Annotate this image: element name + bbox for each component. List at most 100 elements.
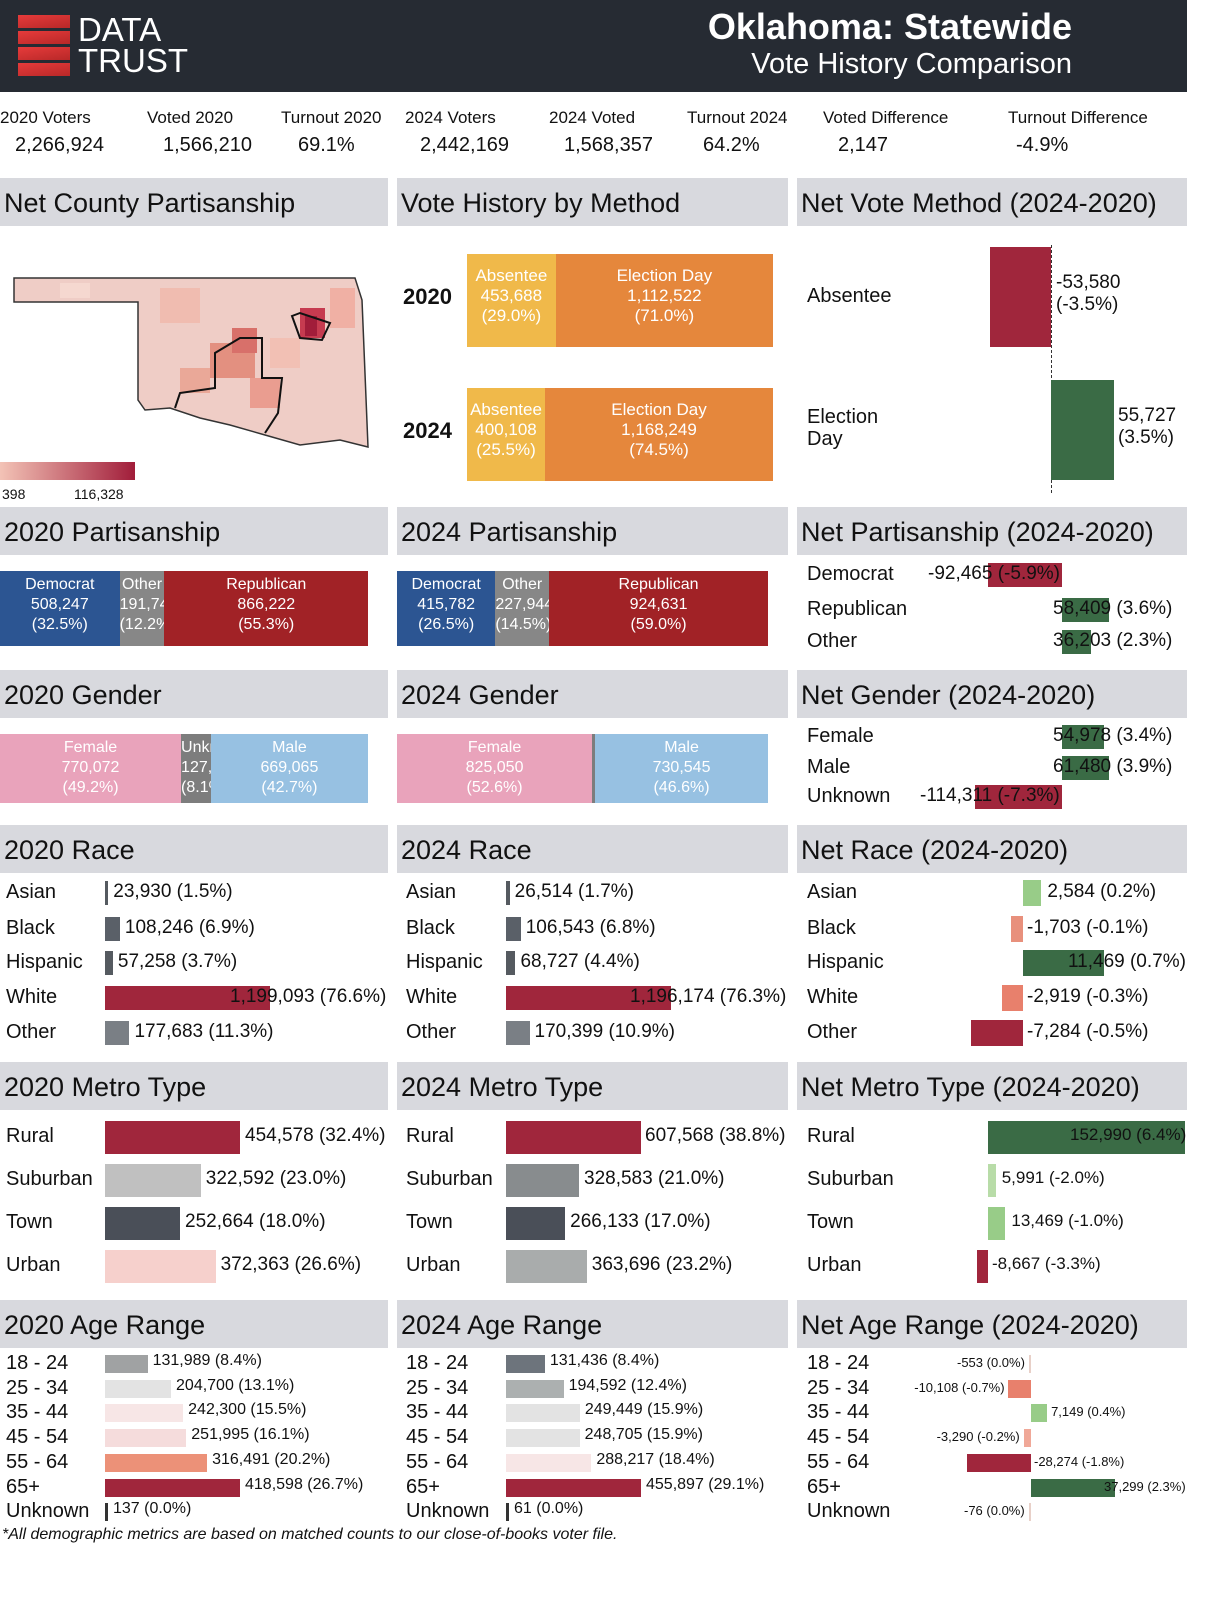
segment-pct: (32.5%)	[31, 616, 88, 633]
net-bar	[1062, 756, 1109, 780]
row-label: Asian	[406, 881, 457, 903]
bar-value: 68,727 (4.4%)	[520, 951, 640, 972]
stat-value: -4.9%	[1016, 134, 1069, 156]
row-label: Town	[807, 1211, 854, 1233]
segment-count: 127,073	[181, 758, 239, 778]
stat-label: Voted 2020	[147, 108, 234, 127]
segment-name: Unknown	[181, 738, 248, 758]
bar-value: 607,568 (38.8%)	[645, 1125, 786, 1146]
bar	[105, 1249, 216, 1283]
row-label: 25 - 34	[807, 1377, 870, 1399]
zero-axis-line	[1051, 245, 1052, 493]
net-value: 61,480 (3.9%)	[1053, 756, 1173, 777]
net-value: -8,667 (-3.3%)	[992, 1254, 1101, 1273]
bar	[506, 951, 516, 975]
segment-count: 770,072	[61, 759, 120, 776]
section-header-a2024: 2024 Age Range	[397, 1300, 788, 1348]
stat-value: 64.2%	[703, 134, 760, 156]
segment-count: 1,168,249	[621, 420, 697, 439]
segment-pct: (29.0%)	[481, 306, 542, 325]
row-label: Other	[6, 1021, 57, 1043]
row-label: Hispanic	[6, 951, 83, 973]
row-label: 25 - 34	[6, 1377, 69, 1399]
net-bar	[976, 1249, 988, 1283]
bar-value: 454,578 (32.4%)	[245, 1125, 386, 1146]
net-value: 152,990 (6.4%)	[1070, 1125, 1187, 1144]
bar-value: 131,436 (8.4%)	[549, 1352, 660, 1369]
stacked-segment: Male 730,545 (46.6%)	[595, 734, 768, 803]
bar-value: 137 (0.0%)	[113, 1500, 192, 1517]
net-bar	[1031, 1479, 1115, 1497]
row-label: Black	[406, 917, 455, 939]
segment-count: 825,050	[465, 759, 524, 776]
bar-value: 316,491 (20.2%)	[212, 1451, 331, 1468]
bar-value: 242,300 (15.5%)	[188, 1401, 307, 1418]
net-bar	[988, 563, 1062, 587]
stat-label: Turnout 2020	[281, 108, 382, 127]
bar-value: 1,199,093 (76.6%)	[230, 986, 387, 1007]
row-label: Urban	[406, 1254, 461, 1276]
stat-value: 2,266,924	[15, 134, 104, 156]
data-trust-logo-icon	[18, 15, 70, 79]
bar-value: 252,664 (18.0%)	[185, 1211, 326, 1232]
segment-name: Male	[272, 739, 307, 756]
bar	[105, 951, 113, 975]
segment-name: Election Day	[616, 266, 713, 285]
net-value: -114,311 (-7.3%)	[920, 785, 1060, 806]
section-header-r2020: 2020 Race	[0, 825, 388, 873]
stat-label: Turnout Difference	[1008, 108, 1148, 127]
row-label: Suburban	[406, 1168, 493, 1190]
row-label: Male	[807, 756, 851, 778]
row-label: Asian	[807, 881, 858, 903]
segment-pct: (25.5%)	[476, 440, 536, 459]
bar-value: 251,995 (16.1%)	[191, 1426, 310, 1443]
bar-value: 61 (0.0%)	[514, 1500, 584, 1517]
bar	[105, 881, 109, 905]
segment-pct: (8.1%)	[181, 779, 229, 796]
row-label: Black	[6, 917, 55, 939]
logo-text: DATA TRUST	[78, 11, 188, 79]
net-bar	[967, 1454, 1031, 1472]
segment-name: Democrat	[25, 576, 95, 593]
bar-value: 328,583 (21.0%)	[584, 1168, 725, 1189]
row-label: 55 - 64	[807, 1451, 870, 1473]
section-header-a2020: 2020 Age Range	[0, 1300, 388, 1348]
section-header-g2020: 2020 Gender	[0, 670, 388, 718]
row-label: Town	[6, 1211, 53, 1233]
row-label: White	[807, 986, 859, 1008]
bar-value: 108,246 (6.9%)	[124, 917, 255, 938]
bar	[105, 917, 120, 941]
bar	[506, 1404, 580, 1422]
bar-value: 372,363 (26.6%)	[220, 1254, 362, 1275]
net-value: 58,409 (3.6%)	[1053, 598, 1173, 619]
row-label: 18 - 24	[807, 1352, 870, 1374]
bar-value: 248,705 (15.9%)	[584, 1426, 703, 1443]
net-bar	[975, 785, 1062, 809]
bar-value: 23,930 (1.5%)	[113, 881, 233, 902]
segment-name: Other	[122, 576, 163, 593]
net-bar	[1051, 380, 1114, 480]
stat-value: 69.1%	[298, 134, 355, 156]
segment-count: 866,222	[237, 596, 296, 613]
section-header-net_p: Net Partisanship (2024-2020)	[797, 507, 1187, 555]
net-bar	[1002, 985, 1023, 1011]
row-label: 55 - 64	[406, 1451, 469, 1473]
bar	[506, 1249, 587, 1283]
segment-name: Republican	[226, 576, 307, 593]
net-value: -1,703 (-0.1%)	[1027, 917, 1149, 938]
net-value: 37,299 (2.3%)	[1104, 1479, 1186, 1494]
bar-value: 177,683 (11.3%)	[134, 1021, 274, 1042]
bar	[105, 1479, 240, 1497]
row-label: 55 - 64	[6, 1451, 69, 1473]
net-pct: (3.5%)	[1118, 427, 1174, 448]
map-legend-gradient	[0, 462, 135, 480]
bar	[506, 986, 671, 1010]
row-label: 65+	[807, 1476, 841, 1498]
segment-name: Male	[664, 739, 699, 756]
bar	[506, 1355, 545, 1373]
row-label: 65+	[406, 1476, 440, 1498]
stat-value: 1,566,210	[163, 134, 252, 156]
stacked-segment: Female 770,072 (49.2%)	[0, 734, 182, 803]
row-label: 18 - 24	[6, 1352, 69, 1374]
stat-value: 2,442,169	[420, 134, 509, 156]
